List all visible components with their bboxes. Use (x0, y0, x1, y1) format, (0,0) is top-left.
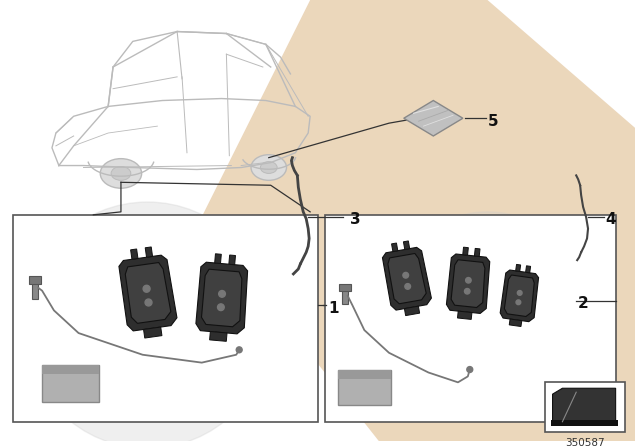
Polygon shape (500, 270, 539, 322)
Ellipse shape (251, 155, 287, 181)
Polygon shape (474, 248, 480, 256)
Ellipse shape (260, 162, 277, 173)
Polygon shape (143, 327, 162, 338)
Bar (32, 281, 38, 298)
Bar (338, 370, 391, 379)
Ellipse shape (111, 167, 131, 181)
Polygon shape (388, 254, 426, 304)
Circle shape (516, 300, 521, 305)
Polygon shape (202, 269, 242, 327)
Polygon shape (119, 255, 177, 331)
Circle shape (405, 284, 410, 289)
Circle shape (465, 289, 470, 294)
Bar (325, 215, 616, 422)
Polygon shape (404, 100, 463, 136)
Polygon shape (463, 247, 468, 255)
Text: 4: 4 (606, 212, 616, 227)
Polygon shape (229, 255, 236, 265)
Polygon shape (525, 266, 531, 273)
Circle shape (145, 299, 152, 306)
Polygon shape (458, 311, 472, 319)
Bar (339, 284, 351, 291)
Polygon shape (447, 254, 490, 314)
Text: 2: 2 (578, 296, 589, 311)
Polygon shape (516, 264, 521, 271)
Polygon shape (196, 262, 248, 334)
Bar (29, 276, 41, 284)
Polygon shape (383, 247, 431, 310)
Circle shape (466, 277, 471, 283)
Circle shape (143, 285, 150, 292)
Ellipse shape (100, 159, 141, 188)
Polygon shape (392, 243, 398, 252)
Polygon shape (210, 332, 227, 341)
Bar (42, 365, 99, 375)
Bar (342, 288, 348, 303)
Polygon shape (125, 263, 171, 323)
Text: 3: 3 (349, 212, 360, 227)
Circle shape (384, 212, 591, 419)
Bar (338, 370, 391, 405)
Circle shape (236, 347, 242, 353)
Polygon shape (451, 260, 485, 307)
Polygon shape (509, 319, 522, 327)
Polygon shape (202, 0, 636, 441)
Text: 1: 1 (328, 301, 339, 316)
Polygon shape (404, 306, 420, 315)
Bar (13, 215, 318, 422)
Bar (550, 420, 618, 426)
Bar (545, 382, 625, 431)
Polygon shape (131, 249, 138, 259)
Circle shape (24, 202, 271, 448)
Polygon shape (552, 388, 616, 422)
Polygon shape (214, 254, 221, 263)
Circle shape (218, 304, 224, 310)
Text: 350587: 350587 (565, 439, 605, 448)
Polygon shape (145, 247, 152, 257)
Circle shape (219, 290, 225, 297)
Circle shape (467, 366, 473, 372)
Polygon shape (504, 275, 534, 316)
Bar (42, 365, 99, 402)
Polygon shape (403, 241, 410, 250)
Text: 5: 5 (488, 114, 498, 129)
Circle shape (403, 272, 408, 278)
Circle shape (517, 291, 522, 295)
